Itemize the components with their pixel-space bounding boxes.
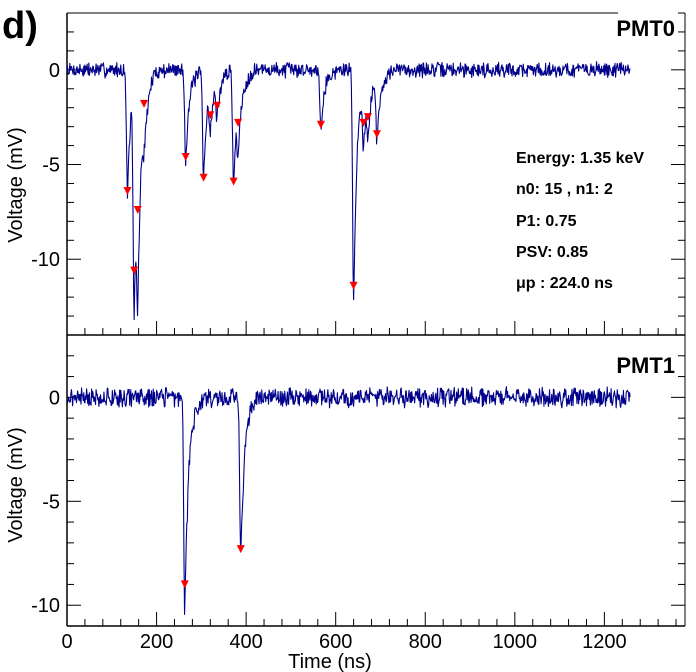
peak-marker [130, 266, 139, 275]
x-tick-label: 400 [229, 631, 262, 653]
x-tick-label: 1200 [582, 631, 627, 653]
peak-markers-pmt0 [123, 99, 381, 290]
info-box: Energy: 1.35 keV n0: 15 , n1: 2 P1: 0.75… [516, 150, 644, 292]
series-line-pmt1 [66, 386, 631, 615]
mu-p-label: μp : 224.0 ns [516, 275, 613, 292]
panel-title-pmt1: PMT1 [616, 353, 675, 378]
counts-label: n0: 15 , n1: 2 [516, 181, 613, 198]
y-tick-label: -10 [31, 595, 60, 617]
peak-marker [133, 205, 142, 214]
x-tick-label: 0 [61, 631, 72, 653]
peak-marker [199, 173, 208, 182]
x-tick-label: 1000 [493, 631, 538, 653]
peak-marker [359, 118, 368, 127]
y-tick-label: -10 [31, 249, 60, 271]
series-line-pmt0 [66, 61, 631, 321]
p1-label: P1: 0.75 [516, 213, 577, 230]
axis-ticks-pmt0 [66, 12, 685, 336]
x-axis-title: Time (ns) [288, 651, 372, 672]
peak-marker [234, 118, 243, 127]
y-tick-label: -5 [42, 491, 60, 513]
peak-marker [316, 120, 325, 129]
x-tick-labels: 0 200 400 600 800 1000 1200 [61, 631, 626, 653]
y-tick-label: 0 [49, 387, 60, 409]
peak-markers-pmt1 [180, 545, 245, 589]
peak-marker [181, 152, 190, 161]
panel-title-pmt0: PMT0 [616, 16, 675, 41]
x-tick-label: 200 [140, 631, 173, 653]
peak-marker [206, 111, 215, 120]
peak-marker [349, 281, 358, 290]
psv-label: PSV: 0.85 [516, 244, 588, 261]
peak-marker [229, 177, 238, 186]
peak-marker [180, 580, 189, 589]
y-tick-labels-pmt1: 0 -5 -10 [31, 387, 60, 617]
peak-marker [236, 545, 245, 554]
y-axis-title-pmt0: Voltage (mV) [5, 127, 27, 243]
energy-label: Energy: 1.35 keV [516, 150, 644, 167]
peak-marker [123, 187, 132, 196]
y-tick-label: -5 [42, 155, 60, 177]
peak-marker [372, 130, 381, 139]
x-tick-label: 800 [409, 631, 442, 653]
peak-marker [363, 113, 372, 122]
y-axis-title-pmt1: Voltage (mV) [5, 427, 27, 543]
plot-frame-pmt0 [66, 12, 686, 336]
y-tick-label: 0 [49, 60, 60, 82]
panel-letter: d) [2, 5, 38, 47]
peak-marker [213, 101, 222, 110]
axis-ticks-pmt1 [66, 334, 685, 627]
y-tick-labels-pmt0: 0 -5 -10 [31, 60, 60, 271]
x-tick-label: 600 [319, 631, 352, 653]
peak-marker [140, 99, 149, 108]
